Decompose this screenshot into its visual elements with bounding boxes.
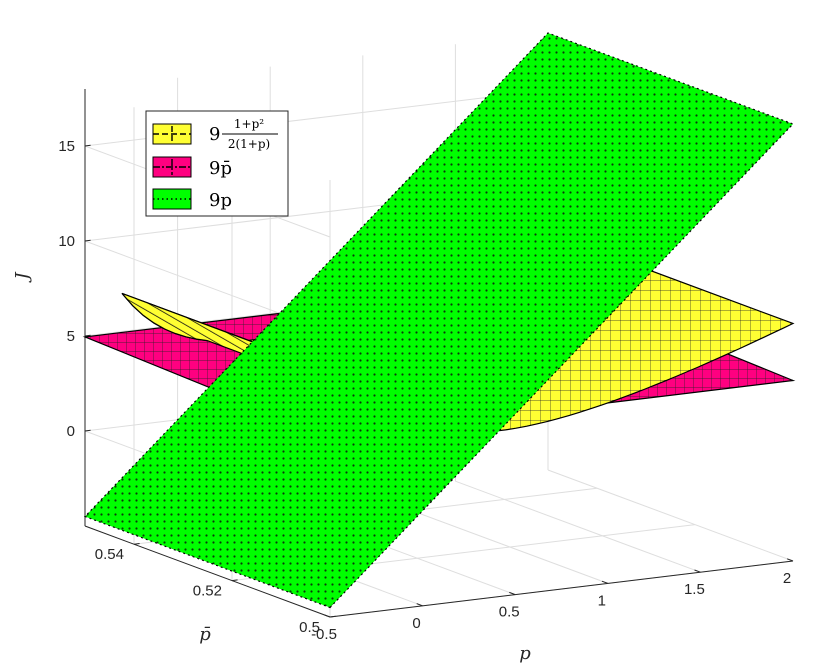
y-tick-mark [133, 543, 140, 545]
x-tick-mark [786, 558, 794, 562]
y-axis-line [84, 525, 331, 618]
z-tick-mark [84, 239, 91, 242]
legend-line-pbar [153, 159, 191, 175]
x-axis-label: p [519, 643, 531, 664]
legend: 9 1+p² 2(1+p) 9p̄ 9p [145, 110, 289, 217]
legend-entry-p: 9p [152, 188, 232, 211]
tick-labels: -0.5 0 0.5 1 1.5 2 0.5 0.52 0.54 0 5 10 15 [58, 138, 791, 643]
x-tick-mark [416, 603, 423, 607]
z-tick-label: 10 [58, 233, 75, 250]
z-tick-label: 5 [67, 328, 75, 345]
x-axis-line [329, 560, 794, 618]
y-tick-label: 0.52 [193, 583, 222, 600]
z-tick-label: 0 [67, 423, 75, 440]
x-tick-mark [601, 580, 608, 584]
legend-denominator-ratio: 2(1+p) [228, 137, 270, 151]
x-tick-mark [509, 591, 516, 596]
y-axis-label: p̄ [199, 624, 211, 645]
legend-numerator-ratio: 1+p² [234, 117, 264, 131]
legend-entry-ratio: 9 1+p² 2(1+p) [152, 117, 278, 151]
x-tick-mark [323, 614, 331, 618]
surfaces [82, 32, 796, 609]
x-tick-label: 1 [598, 592, 606, 609]
legend-label-p: 9p [209, 190, 232, 211]
axes [84, 89, 794, 618]
legend-entry-pbar: 9p̄ [152, 156, 232, 179]
z-tick-mark [84, 429, 91, 432]
y-tick-label: 0.5 [299, 619, 320, 636]
legend-coefficient-ratio: 9 [209, 124, 220, 145]
grid-line [455, 480, 701, 573]
grid-line [547, 469, 794, 562]
x-tick-label: 0.5 [499, 604, 520, 621]
y-tick-label: 0.54 [95, 546, 124, 563]
z-tick-mark [84, 144, 91, 147]
x-tick-label: 1.5 [684, 581, 705, 598]
z-tick-mark [84, 334, 91, 337]
x-tick-label: -0.5 [311, 626, 337, 643]
z-axis-label: J [12, 271, 33, 284]
surface-p [83, 32, 795, 609]
legend-label-pbar: 9p̄ [209, 158, 232, 179]
z-tick-label: 15 [58, 138, 75, 155]
legend-line-ratio [153, 126, 191, 142]
x-tick-mark [694, 569, 701, 573]
y-tick-mark [329, 615, 336, 618]
y-tick-mark [231, 579, 238, 582]
x-tick-label: 2 [783, 570, 791, 587]
x-tick-label: 0 [412, 615, 420, 632]
